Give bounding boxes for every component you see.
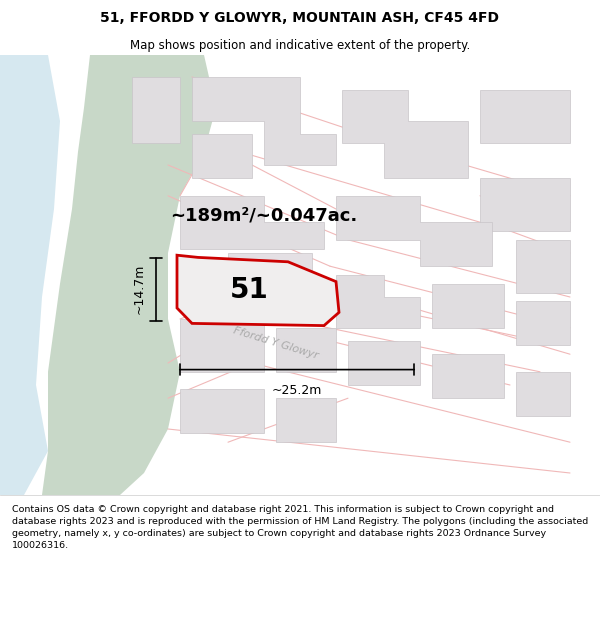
Polygon shape [192, 77, 336, 165]
Polygon shape [432, 284, 504, 328]
Text: ~25.2m: ~25.2m [272, 384, 322, 397]
Polygon shape [0, 55, 60, 495]
Text: ~189m²/~0.047ac.: ~189m²/~0.047ac. [170, 207, 358, 224]
Polygon shape [228, 253, 312, 297]
Polygon shape [276, 398, 336, 442]
Text: Contains OS data © Crown copyright and database right 2021. This information is : Contains OS data © Crown copyright and d… [12, 506, 588, 550]
Text: 51: 51 [230, 276, 268, 304]
Text: Ffordd Y Glowyr: Ffordd Y Glowyr [232, 326, 320, 361]
Text: ~14.7m: ~14.7m [132, 264, 145, 314]
Polygon shape [276, 328, 336, 372]
Polygon shape [516, 240, 570, 292]
Polygon shape [180, 319, 264, 372]
Polygon shape [342, 90, 468, 178]
Polygon shape [480, 90, 570, 143]
Polygon shape [516, 301, 570, 346]
Polygon shape [480, 178, 570, 231]
Polygon shape [180, 196, 324, 249]
Polygon shape [348, 341, 420, 385]
Polygon shape [42, 55, 216, 495]
Polygon shape [336, 275, 420, 328]
Polygon shape [192, 134, 252, 178]
Text: Map shows position and indicative extent of the property.: Map shows position and indicative extent… [130, 39, 470, 51]
Polygon shape [516, 372, 570, 416]
Polygon shape [177, 255, 339, 326]
Polygon shape [432, 354, 504, 398]
Polygon shape [132, 77, 180, 143]
Text: 51, FFORDD Y GLOWYR, MOUNTAIN ASH, CF45 4FD: 51, FFORDD Y GLOWYR, MOUNTAIN ASH, CF45 … [101, 11, 499, 25]
Polygon shape [180, 389, 264, 433]
Polygon shape [336, 196, 492, 266]
